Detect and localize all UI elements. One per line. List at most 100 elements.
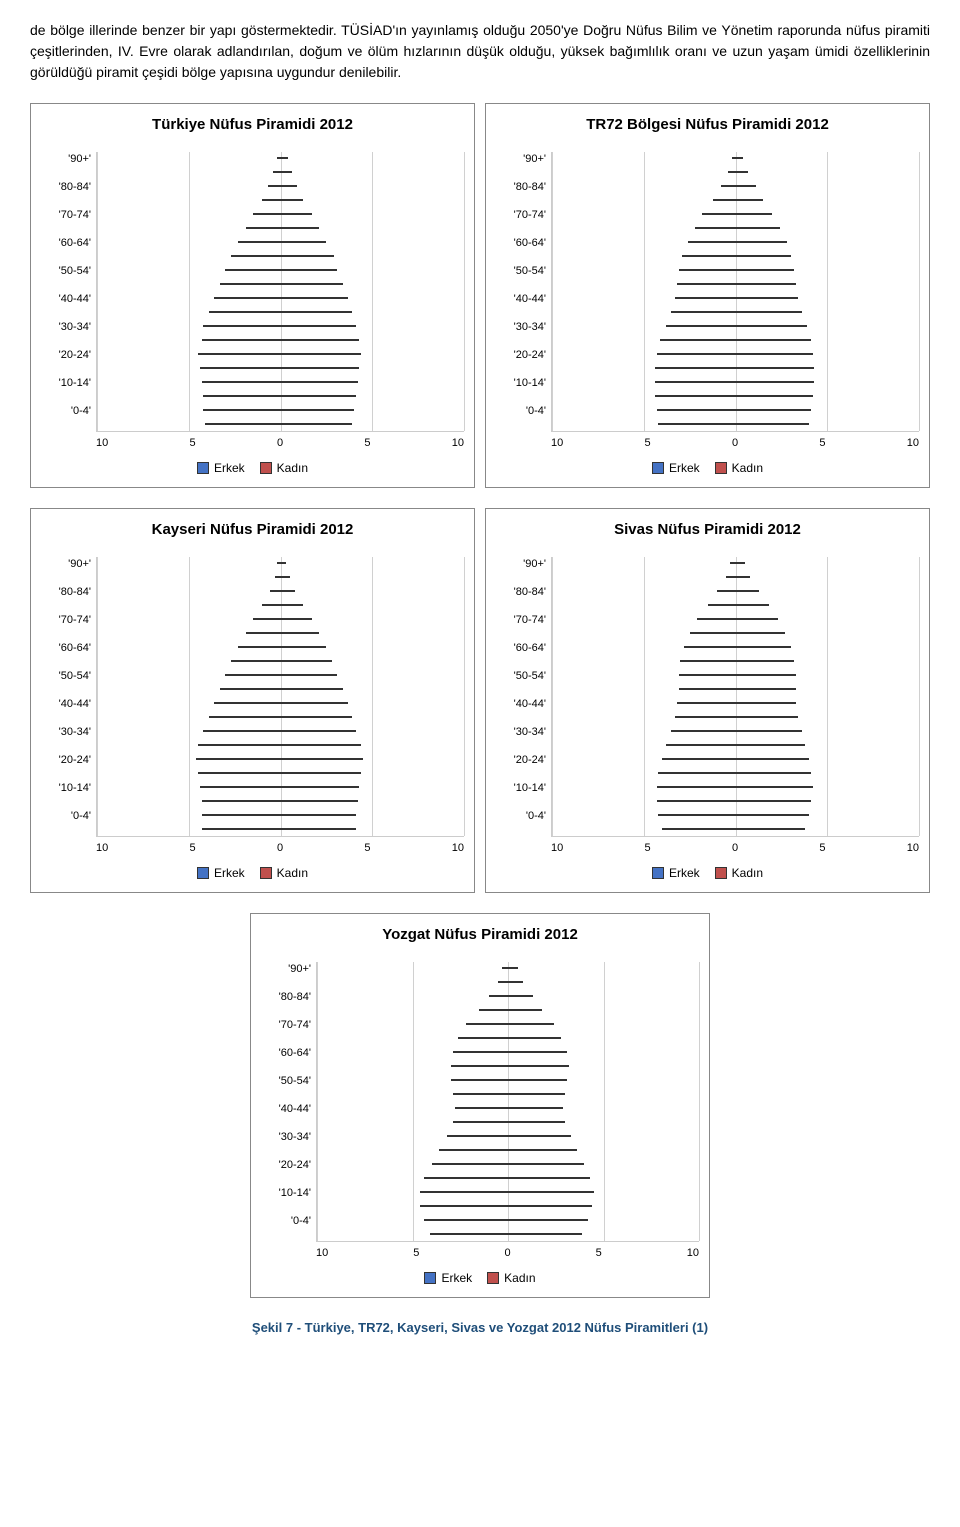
bar-row [97, 263, 464, 277]
male-bar [451, 1065, 508, 1067]
female-bar [281, 702, 349, 704]
female-bar [508, 1107, 563, 1109]
female-bar [281, 423, 353, 425]
male-bar [713, 199, 735, 201]
bar-row [552, 361, 919, 375]
bar-row [317, 1199, 699, 1213]
female-bar [281, 381, 358, 383]
male-bar [453, 1121, 508, 1123]
female-bar [736, 325, 808, 327]
legend-label: Kadın [732, 459, 763, 477]
gridline [699, 962, 700, 1241]
pyramid-area: '90+''80-84''70-74''60-64''50-54''40-44'… [496, 152, 919, 432]
plot-area [551, 557, 919, 837]
y-axis-labels: '90+''80-84''70-74''60-64''50-54''40-44'… [261, 962, 316, 1242]
pyramid-area: '90+''80-84''70-74''60-64''50-54''40-44'… [496, 557, 919, 837]
female-bar [508, 1135, 571, 1137]
legend-label: Erkek [214, 864, 245, 882]
male-bar [677, 702, 736, 704]
bar-row [317, 1101, 699, 1115]
bar-row [97, 696, 464, 710]
female-bar [736, 576, 751, 578]
bar-row [552, 710, 919, 724]
legend-swatch [715, 462, 727, 474]
female-bar [736, 618, 778, 620]
female-bar [281, 297, 349, 299]
female-bar [736, 185, 756, 187]
gridline [464, 557, 465, 836]
male-bar [430, 1233, 508, 1235]
male-bar [451, 1079, 508, 1081]
legend-label: Erkek [441, 1269, 472, 1287]
female-bar [281, 199, 303, 201]
bar-row [552, 263, 919, 277]
bar-row [97, 640, 464, 654]
female-bar [281, 255, 334, 257]
bar-row [552, 584, 919, 598]
female-bar [736, 772, 811, 774]
male-bar [666, 325, 736, 327]
male-bar [202, 381, 281, 383]
female-bar [281, 590, 296, 592]
chart-legend: ErkekKadın [41, 864, 464, 882]
legend-item: Kadın [487, 1269, 535, 1287]
bar-row [552, 612, 919, 626]
female-bar [281, 576, 290, 578]
chart-legend: ErkekKadın [496, 459, 919, 477]
female-bar [281, 185, 298, 187]
bar-row [552, 375, 919, 389]
bar-row [317, 1129, 699, 1143]
female-bar [736, 632, 786, 634]
male-bar [726, 576, 735, 578]
female-bar [281, 283, 343, 285]
bar-row [552, 808, 919, 822]
male-bar [202, 814, 281, 816]
legend-swatch [487, 1272, 499, 1284]
bar-row [97, 179, 464, 193]
bar-row [552, 738, 919, 752]
male-bar [684, 646, 735, 648]
chart-turkiye: Türkiye Nüfus Piramidi 2012'90+''80-84''… [30, 103, 475, 488]
bar-row [97, 710, 464, 724]
y-axis-labels: '90+''80-84''70-74''60-64''50-54''40-44'… [496, 557, 551, 837]
chart-row-1: Türkiye Nüfus Piramidi 2012'90+''80-84''… [30, 103, 930, 488]
legend-item: Erkek [197, 864, 245, 882]
bar-row [552, 347, 919, 361]
bar-row [552, 193, 919, 207]
bar-row [97, 598, 464, 612]
male-bar [202, 828, 281, 830]
chart-legend: ErkekKadın [41, 459, 464, 477]
male-bar [198, 772, 281, 774]
female-bar [736, 660, 795, 662]
female-bar [736, 590, 760, 592]
female-bar [736, 227, 780, 229]
female-bar [508, 1149, 577, 1151]
bar-row [552, 179, 919, 193]
bar-row [552, 165, 919, 179]
y-axis-labels: '90+''80-84''70-74''60-64''50-54''40-44'… [496, 152, 551, 432]
female-bar [736, 744, 806, 746]
chart-row-2: Kayseri Nüfus Piramidi 2012'90+''80-84''… [30, 508, 930, 893]
male-bar [203, 325, 280, 327]
female-bar [281, 716, 353, 718]
male-bar [455, 1107, 508, 1109]
male-bar [688, 241, 736, 243]
legend-swatch [652, 867, 664, 879]
legend-swatch [715, 867, 727, 879]
male-bar [697, 618, 736, 620]
male-bar [466, 1023, 508, 1025]
male-bar [679, 674, 736, 676]
chart-title: Sivas Nüfus Piramidi 2012 [496, 519, 919, 542]
legend-item: Kadın [715, 459, 763, 477]
female-bar [508, 995, 533, 997]
female-bar [281, 758, 364, 760]
legend-label: Kadın [504, 1269, 535, 1287]
female-bar [736, 171, 749, 173]
male-bar [205, 423, 280, 425]
bar-row [97, 752, 464, 766]
bar-row [552, 319, 919, 333]
bar-row [97, 207, 464, 221]
female-bar [281, 269, 338, 271]
bar-row [97, 291, 464, 305]
bar-row [552, 417, 919, 431]
